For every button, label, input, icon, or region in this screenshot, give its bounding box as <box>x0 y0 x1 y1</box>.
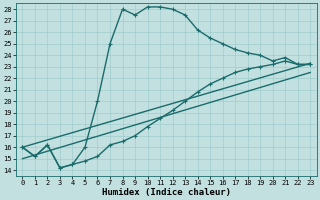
X-axis label: Humidex (Indice chaleur): Humidex (Indice chaleur) <box>102 188 231 197</box>
